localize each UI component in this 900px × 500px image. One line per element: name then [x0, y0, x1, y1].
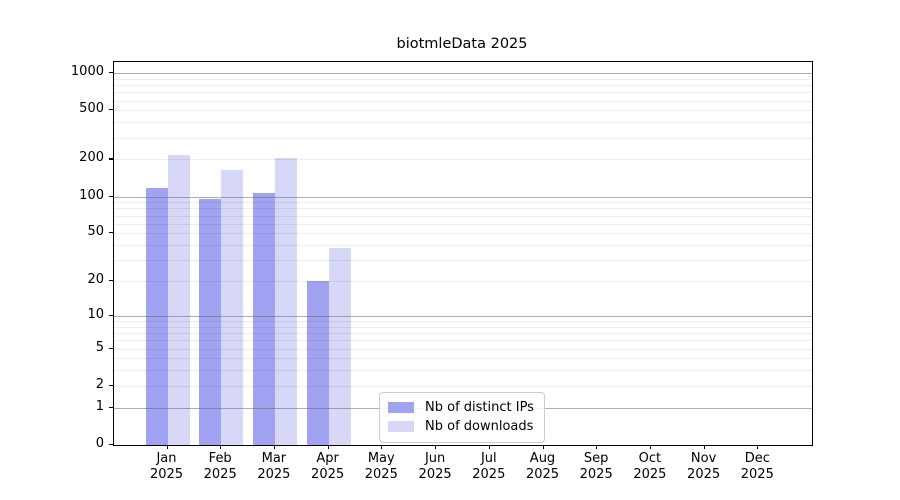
y-tick-label: 100 [79, 187, 104, 203]
bar-distinct-ips [199, 199, 222, 445]
x-tick-mark [435, 445, 437, 449]
y-tick-label: 10 [87, 306, 104, 322]
x-tick-label: Mar 2025 [257, 451, 291, 482]
y-tick-label: 1000 [70, 64, 104, 79]
x-tick-mark [596, 445, 598, 449]
x-tick-label: Feb 2025 [203, 451, 237, 482]
y-tick-label: 0 [95, 436, 104, 451]
x-tick-mark [542, 445, 544, 449]
y-tick-label: 5 [95, 339, 104, 355]
legend-swatch-downloads-icon [388, 421, 414, 432]
x-tick-mark [166, 445, 168, 449]
grid-line-minor [114, 78, 812, 80]
plot-area: Nb of distinct IPs Nb of downloads [113, 61, 813, 446]
x-tick-mark [273, 445, 276, 449]
x-tick-label: Oct 2025 [633, 451, 667, 482]
x-tick-label: May 2025 [364, 451, 398, 482]
x-tick-label: Nov 2025 [687, 451, 721, 482]
y-tick-label: 50 [87, 224, 104, 240]
x-tick-mark [649, 445, 652, 449]
y-tick-mark [109, 72, 113, 74]
x-tick-mark [381, 445, 383, 449]
y-tick-mark [109, 158, 113, 160]
grid-line-minor [114, 159, 812, 161]
y-tick-mark [109, 314, 113, 317]
y-tick-label: 200 [79, 150, 104, 166]
legend-swatch-distinct-ips-icon [388, 402, 414, 413]
x-tick-mark [757, 445, 759, 449]
grid-line-minor [114, 110, 812, 112]
legend-item-distinct-ips: Nb of distinct IPs [388, 398, 534, 417]
y-tick-mark [109, 384, 113, 386]
x-tick-label: Jun 2025 [418, 451, 452, 482]
x-tick-label: Jan 2025 [149, 451, 184, 482]
chart-title: biotmleData 2025 [396, 36, 528, 52]
y-tick-mark [109, 347, 113, 349]
grid-line-major [114, 196, 812, 198]
y-tick-mark [109, 109, 113, 111]
grid-line-minor [114, 100, 812, 102]
x-tick-label: Apr 2025 [311, 451, 345, 482]
bar-downloads [221, 169, 244, 445]
grid-line-major [114, 73, 812, 74]
y-tick-label: 20 [87, 272, 104, 288]
legend: Nb of distinct IPs Nb of downloads [379, 392, 545, 443]
bar-distinct-ips [145, 187, 168, 445]
y-tick-label: 500 [79, 101, 104, 117]
y-tick-mark [109, 195, 113, 197]
y-tick-mark [109, 444, 113, 446]
x-tick-mark [220, 445, 222, 449]
grid-line-minor [114, 92, 812, 94]
bar-downloads [274, 157, 297, 445]
x-tick-label: Sep 2025 [579, 451, 613, 482]
bar-distinct-ips [252, 192, 275, 445]
x-tick-label: Aug 2025 [525, 451, 560, 482]
legend-label-distinct-ips: Nb of distinct IPs [425, 400, 534, 415]
x-tick-mark [703, 445, 705, 449]
y-tick-mark [109, 406, 113, 408]
x-tick-label: Dec 2025 [740, 451, 774, 482]
y-tick-label: 2 [95, 376, 104, 392]
bar-downloads [167, 154, 190, 445]
x-tick-mark [488, 445, 490, 449]
grid-line-minor [114, 137, 812, 139]
bar-downloads [328, 247, 351, 445]
y-tick-mark [109, 232, 113, 234]
legend-label-downloads: Nb of downloads [425, 419, 534, 434]
x-tick-label: Jul 2025 [472, 451, 506, 482]
y-tick-label: 1 [95, 398, 104, 414]
legend-item-downloads: Nb of downloads [388, 417, 534, 436]
x-tick-mark [327, 445, 329, 449]
grid-line-minor [114, 85, 812, 86]
bar-distinct-ips [306, 281, 329, 445]
grid-line-minor [114, 122, 812, 124]
y-tick-mark [109, 280, 113, 282]
